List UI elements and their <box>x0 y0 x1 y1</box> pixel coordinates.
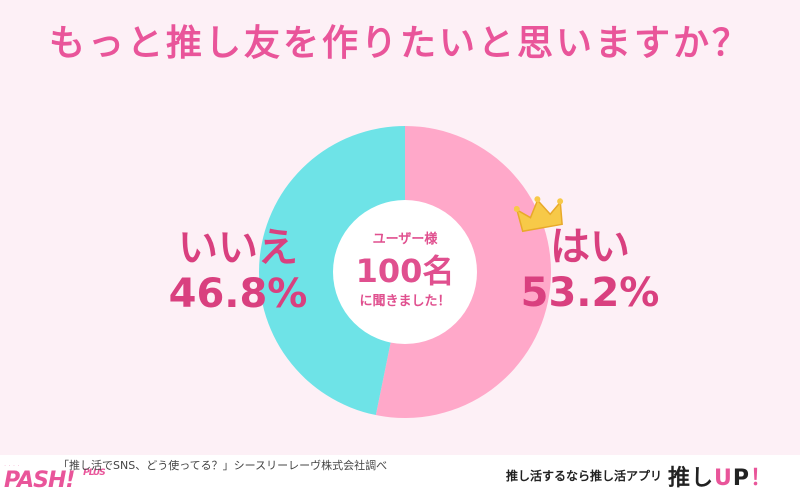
pash-logo-text: PASH! <box>4 468 82 493</box>
app-logo-d: ！ <box>750 466 774 491</box>
app-logo: 推しUP！ <box>668 460 773 492</box>
center-line-3: に聞きました！ <box>359 294 451 309</box>
pash-plus-logo: PASH! PLUS <box>4 468 106 493</box>
donut-hole <box>333 200 477 344</box>
source-note: 「推し活でSNS、どう使ってる？」シースリーレーヴ株式会社調べ <box>58 459 388 472</box>
slice-no <box>259 126 405 416</box>
app-promo-text: 推し活するなら推し活アプリ <box>506 469 663 483</box>
faint-watermark: · · · · <box>4 462 20 470</box>
center-line-2: 100名 <box>355 252 455 290</box>
slice-label-yes-name: はい <box>550 224 630 270</box>
slice-label-yes-value: 53.2% <box>520 270 660 316</box>
pash-logo-plus: PLUS <box>83 468 106 478</box>
app-logo-a: 推し <box>668 466 715 491</box>
center-caption: ユーザー様 100名 に聞きました！ <box>335 230 475 312</box>
slice-label-no: いいえ 46.8% <box>168 225 308 317</box>
center-line-1: ユーザー様 <box>372 232 438 247</box>
slice-label-no-value: 46.8% <box>168 271 308 317</box>
app-logo-c: P <box>732 466 751 491</box>
crown-icon <box>514 196 564 233</box>
slice-label-no-name: いいえ <box>178 225 298 271</box>
app-logo-b: U <box>714 466 733 491</box>
slice-label-yes: はい 53.2% <box>520 224 660 316</box>
donut-chart <box>259 126 551 418</box>
page-title: もっと推し友を作りたいと思いますか？ <box>48 23 751 64</box>
